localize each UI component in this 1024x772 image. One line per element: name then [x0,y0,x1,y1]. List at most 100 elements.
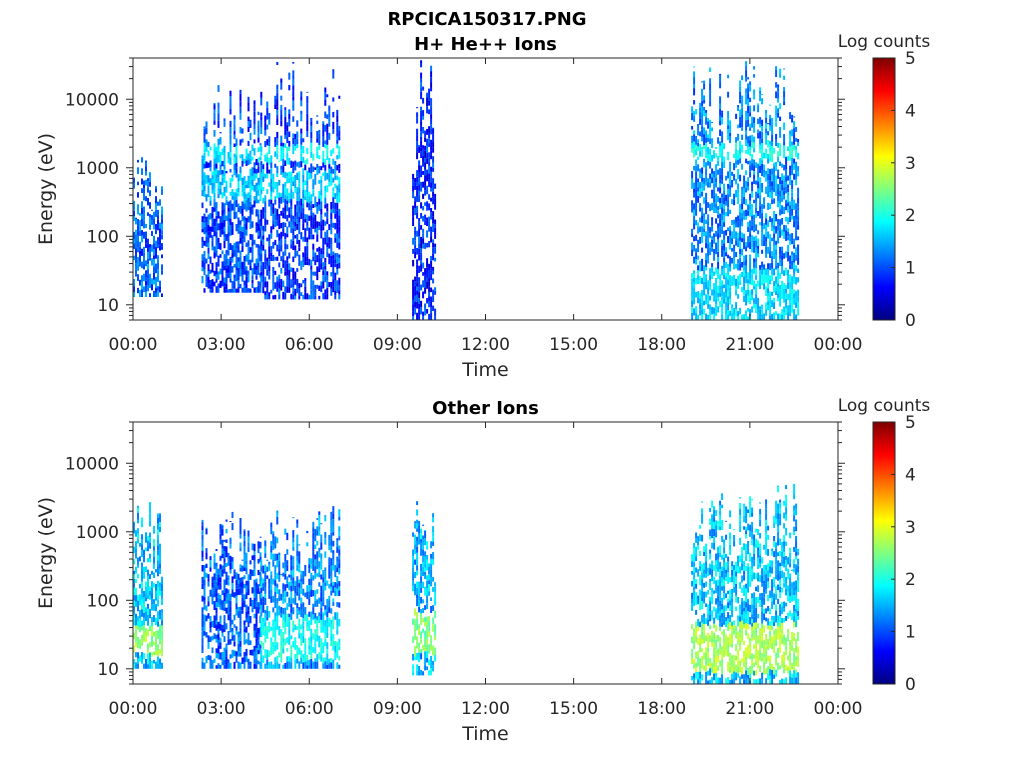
spectrogram-cell [139,290,141,297]
spectrogram-cell [262,240,264,245]
spectrogram-cell [316,164,318,168]
spectrogram-cell [214,163,216,170]
spectrogram-cell [246,288,248,293]
spectrogram-cell [282,649,284,654]
spectrogram-cell [695,636,697,642]
spectrogram-cell [258,126,260,132]
spectrogram-cell [135,629,137,635]
spectrogram-cell [412,586,414,592]
spectrogram-cell [260,210,262,214]
spectrogram-cell [214,584,216,590]
spectrogram-cell [256,664,258,669]
spectrogram-cell [296,173,298,180]
spectrogram-cell [244,625,246,629]
spectrogram-cell [208,151,210,157]
spectrogram-cell [695,292,697,298]
spectrogram-cell [262,164,264,169]
spectrogram-cell [218,593,220,598]
spectrogram-cell [218,139,220,146]
spectrogram-cell [272,545,274,550]
spectrogram-cell [284,598,286,602]
spectrogram-cell [274,196,276,200]
spectrogram-cell [290,193,292,199]
spectrogram-cell [145,243,147,248]
spectrogram-cell [248,204,250,210]
spectrogram-cell [318,526,320,530]
spectrogram-cell [316,138,318,143]
spectrogram-cell [135,635,137,642]
spectrogram-cell [224,282,226,287]
spectrogram-cell [308,228,310,235]
spectrogram-cell [137,288,139,293]
spectrogram-cell [715,231,717,237]
spectrogram-cell [414,302,416,308]
spectrogram-cell [328,659,330,663]
spectrogram-cell [723,215,725,222]
spectrogram-cell [240,113,242,120]
spectrogram-cell [328,540,330,546]
spectrogram-cell [310,126,312,132]
spectrogram-cell [210,201,212,206]
spectrogram-cell [236,580,238,585]
spectrogram-cell [161,186,163,189]
spectrogram-cell [232,258,234,263]
spectrogram-cell [256,614,258,620]
spectrogram-cell [292,144,294,150]
spectrogram-cell [332,513,334,519]
spectrogram-cell [420,166,422,173]
spectrogram-cell [703,270,705,275]
spectrogram-cell [697,227,699,234]
spectrogram-cell [234,144,236,148]
spectrogram-cell [739,241,741,246]
spectrogram-cell [775,176,777,184]
spectrogram-cell [793,145,795,151]
spectrogram-cell [795,127,797,132]
spectrogram-cell [428,180,430,187]
spectrogram-cell [296,201,298,206]
spectrogram-cell [424,191,426,196]
spectrogram-cell [320,196,322,202]
spectrogram-cell [145,232,147,238]
spectrogram-cell [208,254,210,259]
spectrogram-cell [713,272,715,276]
spectrogram-cell [256,266,258,270]
spectrogram-cell [228,250,230,255]
spectrogram-cell [161,255,163,259]
spectrogram-cell [208,236,210,243]
spectrogram-cell [735,252,737,257]
spectrogram-cell [298,588,300,595]
spectrogram-cell [749,136,751,141]
spectrogram-cell [282,583,284,589]
spectrogram-cell [338,226,340,232]
spectrogram-cell [220,164,222,169]
spectrogram-cell [432,186,434,192]
spectrogram-cell [691,106,693,113]
spectrogram-cell [135,541,137,549]
spectrogram-cell [210,196,212,201]
spectrogram-cell [286,287,288,293]
spectrogram-cell [292,530,294,538]
spectrogram-cell [296,139,298,144]
spectrogram-cell [218,170,220,177]
spectrogram-cell [701,147,703,154]
spectrogram-cell [771,146,773,150]
spectrogram-cell [428,143,430,147]
spectrogram-cell [143,572,145,579]
spectrogram-cell [262,656,264,663]
spectrogram-cell [705,162,707,169]
spectrogram-cell [745,294,747,299]
spectrogram-cell [430,559,432,564]
spectrogram-cell [693,602,695,606]
spectrogram-cell [699,298,701,304]
spectrogram-cell [416,547,418,553]
spectrogram-cell [238,583,240,588]
spectrogram-cell [753,298,755,304]
spectrogram-cell [264,575,266,582]
spectrogram-cell [336,140,338,144]
spectrogram-cell [310,118,312,119]
spectrogram-cell [324,605,326,609]
spectrogram-cell [292,641,294,647]
spectrogram-cell [761,250,763,254]
spectrogram-cell [314,559,316,566]
spectrogram-cell [161,599,163,605]
